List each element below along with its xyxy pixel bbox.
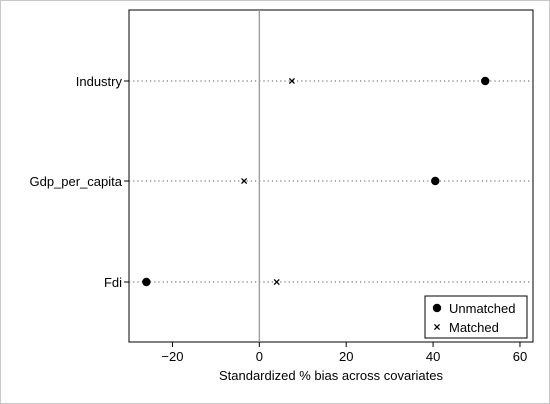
legend-box	[424, 295, 528, 339]
matched-point	[288, 77, 295, 85]
unmatched-point	[431, 176, 440, 186]
matched-point-stroke	[288, 77, 295, 85]
legend-marker-matched	[433, 323, 441, 331]
legend-label-unmatched: Unmatched	[449, 301, 515, 316]
unmatched-point	[142, 277, 151, 287]
legend-marker-unmatched	[432, 303, 442, 313]
unmatched-point	[481, 76, 490, 86]
x-tick-label: 20	[339, 349, 353, 364]
matched-point-stroke	[273, 278, 280, 286]
legend-marker-matched-stroke	[433, 323, 441, 331]
y-tick-label: Gdp_per_capita	[29, 174, 122, 189]
x-tick-label: 60	[513, 349, 527, 364]
y-tick-label: Industry	[76, 74, 123, 89]
matched-point	[273, 278, 280, 286]
x-axis-label: Standardized % bias across covariates	[219, 368, 444, 383]
legend-label-matched: Matched	[449, 320, 499, 335]
matched-point-stroke	[241, 177, 248, 185]
matched-point	[241, 177, 248, 185]
plot-frame	[128, 9, 534, 343]
x-tick-label: 0	[256, 349, 263, 364]
y-tick-label: Fdi	[104, 275, 122, 290]
x-tick-label: −20	[161, 349, 183, 364]
x-tick-label: 40	[426, 349, 440, 364]
